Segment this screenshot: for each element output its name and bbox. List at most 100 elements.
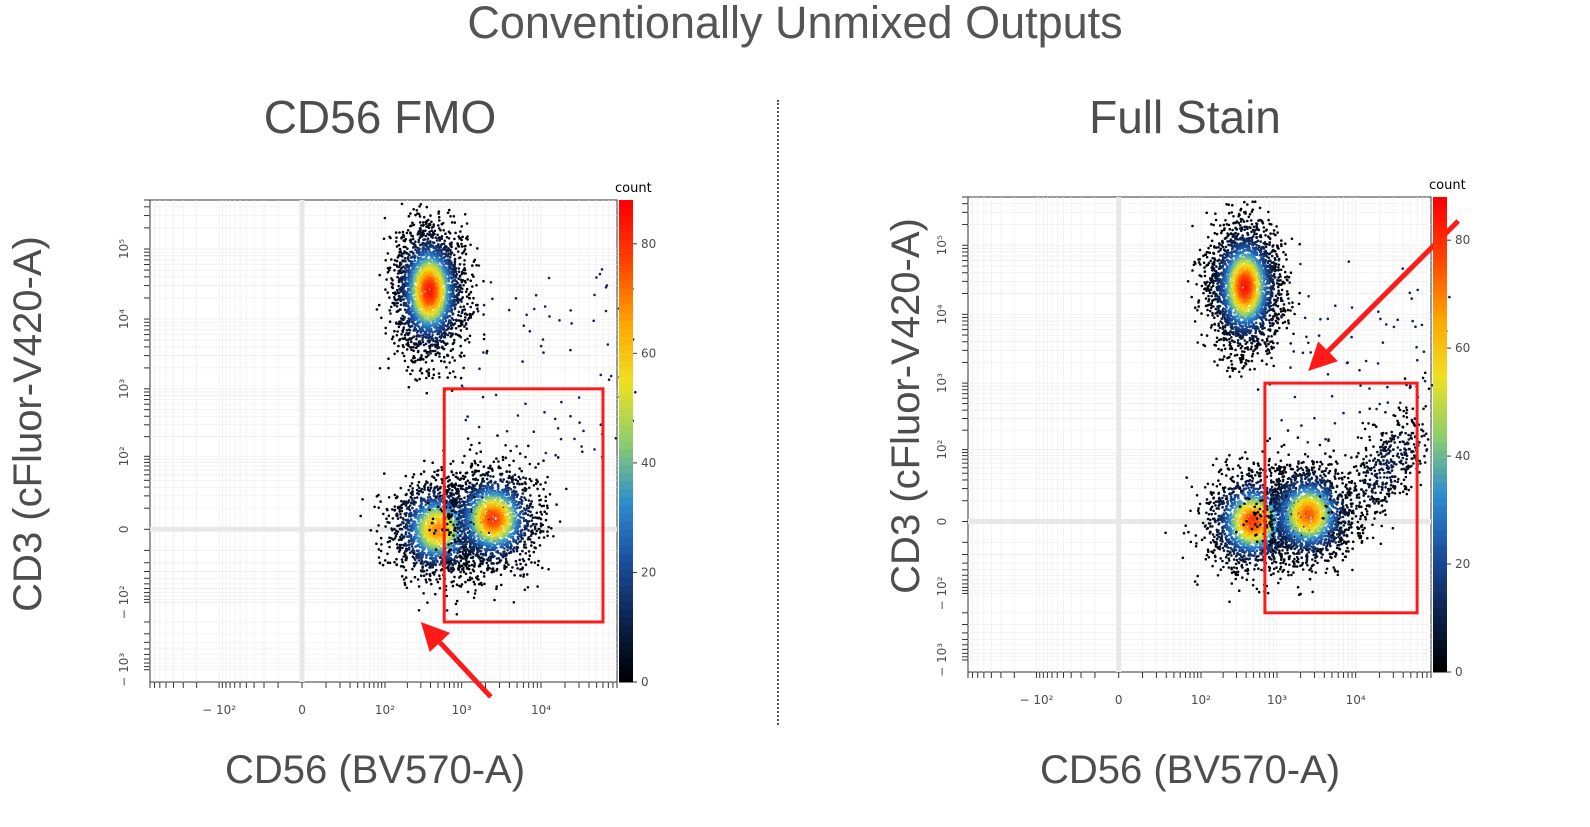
scatter-point <box>409 256 413 259</box>
scatter-point <box>421 517 424 521</box>
scatter-point <box>424 229 427 232</box>
scatter-point <box>431 236 434 239</box>
scatter-point <box>452 544 456 548</box>
scatter-point <box>402 555 405 558</box>
scatter-point <box>443 360 446 364</box>
scatter-point <box>418 236 422 239</box>
scatter-point <box>425 304 429 308</box>
scatter-point <box>436 280 439 283</box>
scatter-point <box>447 276 451 279</box>
scatter-point <box>402 525 406 529</box>
scatter-point <box>424 326 428 329</box>
scatter-point <box>432 368 436 371</box>
scatter-point <box>420 317 423 320</box>
scatter-point <box>359 514 363 518</box>
scatter-point <box>436 341 440 345</box>
scatter-point <box>422 238 425 241</box>
scatter-point <box>411 290 415 294</box>
scatter-point <box>389 305 393 309</box>
scatter-point <box>401 521 405 525</box>
scatter-point <box>398 543 402 547</box>
scatter-point <box>455 613 459 616</box>
scatter-point <box>461 308 465 312</box>
scatter-point <box>416 250 419 253</box>
scatter-point <box>440 465 443 469</box>
scatter-point <box>431 306 435 310</box>
scatter-point <box>377 506 381 510</box>
scatter-point <box>422 266 425 269</box>
scatter-point <box>437 331 441 335</box>
scatter-point <box>477 469 481 473</box>
x-tick-label: 10⁴ <box>531 703 551 717</box>
scatter-point <box>390 282 393 285</box>
scatter-point <box>399 486 403 490</box>
scatter-point <box>475 284 478 287</box>
scatter-point <box>435 578 438 581</box>
scatter-point <box>417 240 421 244</box>
scatter-point <box>453 359 457 362</box>
scatter-point <box>518 558 521 562</box>
scatter-point <box>431 343 434 347</box>
scatter-point <box>419 243 423 247</box>
scatter-point <box>458 550 462 553</box>
scatter-point <box>378 273 382 277</box>
scatter-point <box>399 303 403 307</box>
scatter-point <box>395 310 399 314</box>
scatter-point <box>418 285 421 288</box>
scatter-point <box>408 253 411 257</box>
scatter-point <box>428 250 431 254</box>
scatter-point <box>422 257 425 261</box>
scatter-point <box>531 516 535 519</box>
scatter-point <box>457 564 461 567</box>
scatter-point <box>396 301 400 305</box>
scatter-point <box>413 356 416 360</box>
scatter-point <box>464 322 468 325</box>
scatter-point <box>441 248 444 251</box>
scatter-point <box>454 602 458 606</box>
scatter-point <box>438 236 442 239</box>
scatter-point <box>418 205 421 208</box>
scatter-point <box>436 268 439 272</box>
scatter-point <box>407 276 410 279</box>
scatter-point <box>409 212 412 215</box>
scatter-point <box>399 295 402 299</box>
scatter-point <box>422 311 425 314</box>
scatter-point <box>461 279 465 282</box>
scatter-point <box>409 580 413 583</box>
scatter-point <box>407 308 410 312</box>
scatter-point <box>411 567 414 571</box>
scatter-point <box>436 233 439 237</box>
scatter-point <box>433 297 436 300</box>
scatter-point <box>471 285 474 288</box>
x-tick-label: 0 <box>298 703 306 717</box>
scatter-point <box>437 554 440 558</box>
scatter-point <box>436 284 440 288</box>
scatter-point <box>450 316 454 320</box>
scatter-point <box>404 278 407 282</box>
scatter-point <box>440 518 443 522</box>
scatter-point <box>396 330 399 333</box>
scatter-point <box>447 237 451 240</box>
scatter-point <box>436 259 439 263</box>
scatter-point <box>406 287 410 291</box>
scatter-point <box>463 308 467 311</box>
scatter-point <box>425 221 428 225</box>
scatter-point <box>448 331 451 335</box>
scatter-point <box>546 530 549 533</box>
scatter-point <box>416 484 420 487</box>
scatter-point <box>400 558 404 561</box>
scatter-point <box>429 537 432 541</box>
scatter-point <box>422 251 425 255</box>
scatter-point <box>434 291 437 295</box>
scatter-point <box>421 328 425 332</box>
scatter-point <box>427 353 430 357</box>
scatter-point <box>388 296 391 299</box>
scatter-point <box>408 539 411 542</box>
scatter-point <box>436 339 439 342</box>
scatter-point <box>439 229 442 232</box>
scatter-point <box>448 270 452 274</box>
scatter-point <box>403 302 407 305</box>
scatter-point <box>432 223 436 226</box>
scatter-point <box>419 498 423 501</box>
scatter-point <box>396 546 399 550</box>
